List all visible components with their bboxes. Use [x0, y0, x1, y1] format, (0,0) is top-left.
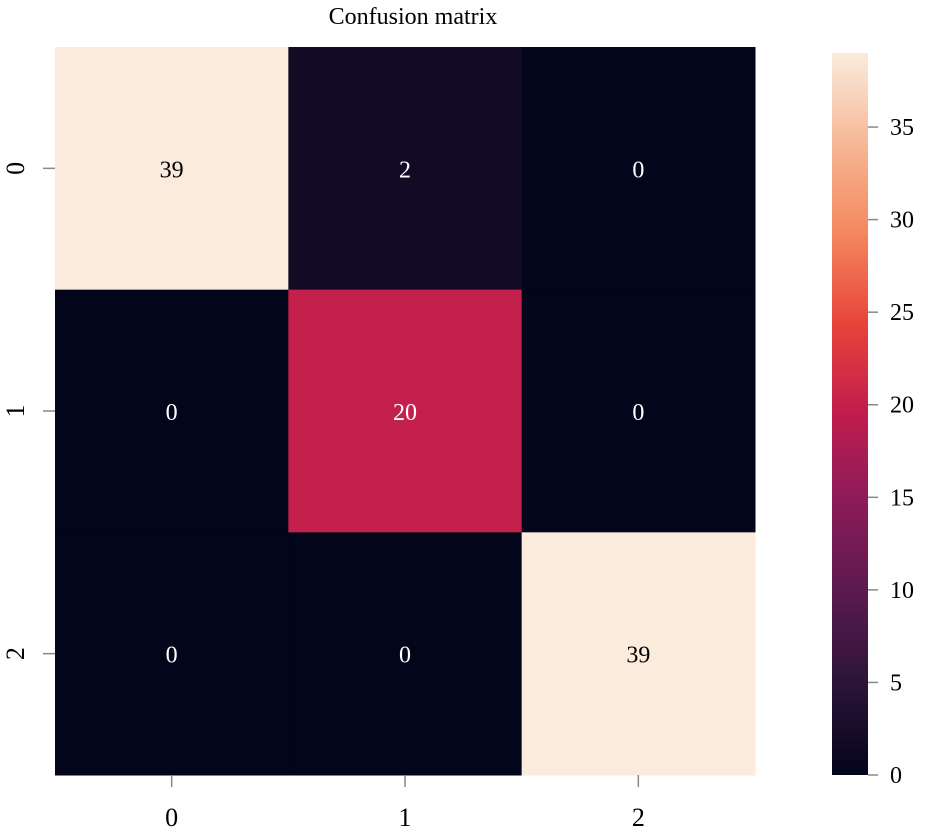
cell-value-r2-c0: 0	[166, 643, 178, 669]
colorbar-tick-label-5: 5	[890, 670, 902, 696]
x-tick-label-0: 0	[165, 803, 178, 832]
x-axis: 0 1 2	[165, 775, 645, 832]
cell-value-r2-c1: 0	[399, 643, 411, 669]
cell-value-r1-c1: 20	[393, 400, 417, 426]
colorbar-tick-label-0: 0	[890, 763, 902, 789]
heatmap-cell-r1-c2	[521, 289, 756, 533]
x-tick-label-2: 2	[632, 803, 645, 832]
heatmap-cell-r0-c1	[288, 47, 523, 291]
heatmap-cells	[55, 47, 756, 776]
y-axis: 0 1 2	[1, 162, 55, 660]
colorbar-tick-label-30: 30	[890, 208, 914, 234]
colorbar-tick-label-25: 25	[890, 300, 914, 326]
heatmap-cell-r1-c1	[288, 289, 523, 533]
cell-value-r2-c2: 39	[626, 643, 650, 669]
heatmap-cell-r2-c0	[55, 532, 289, 776]
cell-value-r0-c1: 2	[399, 157, 411, 183]
heatmap-cell-r2-c1	[288, 532, 523, 776]
y-tick-label-0: 0	[1, 162, 30, 175]
chart-title: Confusion matrix	[329, 4, 498, 30]
heatmap-cell-r0-c2	[521, 47, 756, 291]
cell-value-r0-c2: 0	[632, 157, 644, 183]
heatmap-cell-r0-c0	[55, 47, 289, 291]
cell-value-r1-c0: 0	[166, 400, 178, 426]
y-tick-label-2: 2	[1, 647, 30, 660]
colorbar-tick-label-20: 20	[890, 393, 914, 419]
colorbar-tick-label-35: 35	[890, 115, 914, 141]
colorbar: 0 5 10 15 20 25 30 35	[832, 53, 914, 789]
y-tick-label-1: 1	[1, 405, 30, 418]
cell-value-r1-c2: 0	[632, 400, 644, 426]
colorbar-tick-label-15: 15	[890, 485, 914, 511]
heatmap-cell-r2-c2	[521, 532, 756, 776]
cell-annotations: 39 2 00 20 00 0 39	[160, 157, 651, 668]
colorbar-tick-label-10: 10	[890, 578, 914, 604]
colorbar-gradient	[832, 53, 868, 775]
cell-value-r0-c0: 39	[160, 157, 184, 183]
heatmap-cell-r1-c0	[55, 289, 289, 533]
x-tick-label-1: 1	[399, 803, 412, 832]
